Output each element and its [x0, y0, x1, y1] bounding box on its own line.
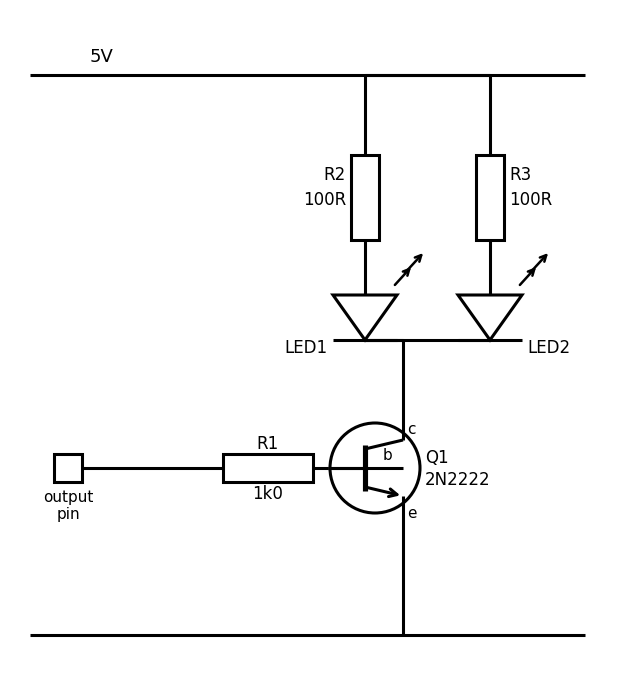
Text: e: e — [407, 507, 417, 522]
Bar — [476, 155, 504, 240]
Text: output
pin: output pin — [43, 490, 93, 522]
Text: b: b — [383, 448, 392, 464]
Text: 5V: 5V — [90, 48, 114, 66]
Text: LED2: LED2 — [527, 339, 570, 357]
Text: 1k0: 1k0 — [252, 485, 283, 503]
Text: R2: R2 — [324, 166, 346, 184]
Bar — [351, 155, 379, 240]
Text: R3: R3 — [509, 166, 531, 184]
Text: 100R: 100R — [303, 191, 346, 209]
Text: Q1: Q1 — [425, 449, 449, 467]
Text: LED1: LED1 — [285, 339, 328, 357]
Text: 2N2222: 2N2222 — [425, 471, 490, 489]
Bar — [223, 454, 313, 482]
Text: R1: R1 — [257, 435, 279, 453]
Text: 100R: 100R — [509, 191, 552, 209]
Text: c: c — [407, 423, 415, 437]
Bar — [54, 454, 82, 482]
